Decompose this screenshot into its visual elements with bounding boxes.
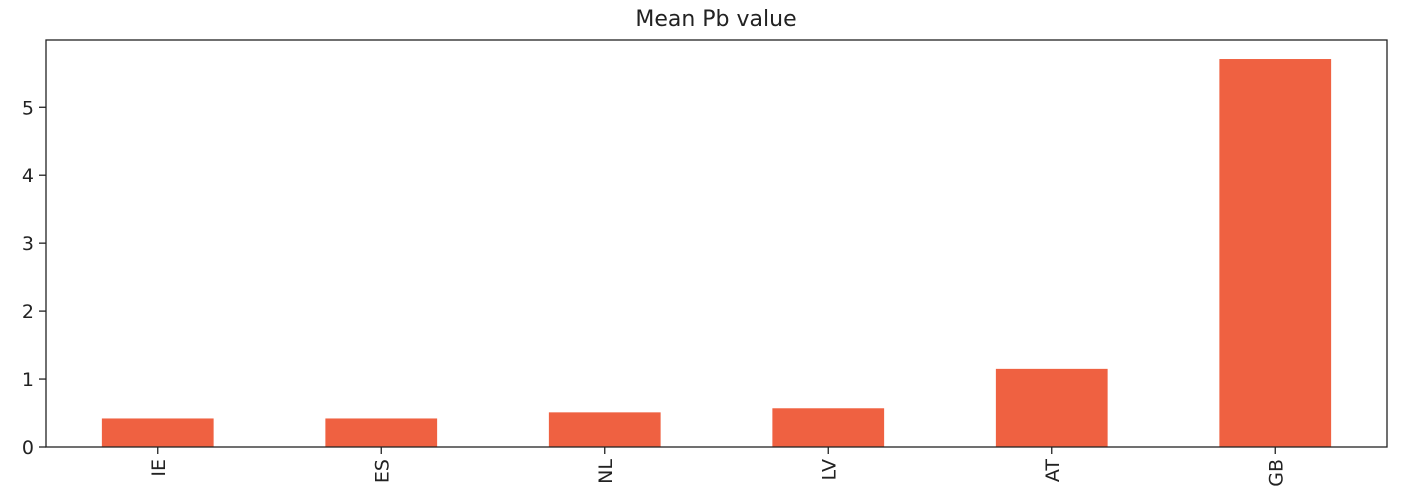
bars — [101, 59, 1332, 447]
bar-at — [995, 368, 1108, 447]
bar-es — [325, 418, 438, 447]
bar-ie — [101, 418, 214, 447]
bar-nl — [548, 412, 661, 447]
bar-gb — [1219, 59, 1332, 447]
bar-lv — [772, 408, 885, 447]
x-axis: IE ES NL LV AT GB — [148, 447, 1287, 487]
y-tick-label: 2 — [22, 301, 34, 323]
x-tick-label-at: AT — [1042, 459, 1064, 483]
x-tick-label-es: ES — [371, 459, 393, 483]
chart-title: Mean Pb value — [635, 7, 796, 32]
x-tick-label-ie: IE — [148, 459, 170, 477]
y-tick-label: 5 — [22, 97, 34, 119]
y-tick-label: 4 — [22, 165, 34, 187]
x-tick-label-nl: NL — [595, 459, 617, 484]
y-axis: 0 1 2 3 4 5 — [22, 97, 46, 459]
y-tick-label: 1 — [22, 369, 34, 391]
y-tick-label: 0 — [22, 437, 34, 459]
y-tick-label: 3 — [22, 233, 34, 255]
x-tick-label-lv: LV — [818, 459, 840, 481]
plot-frame — [45, 39, 1388, 448]
x-tick-label-gb: GB — [1265, 459, 1287, 487]
